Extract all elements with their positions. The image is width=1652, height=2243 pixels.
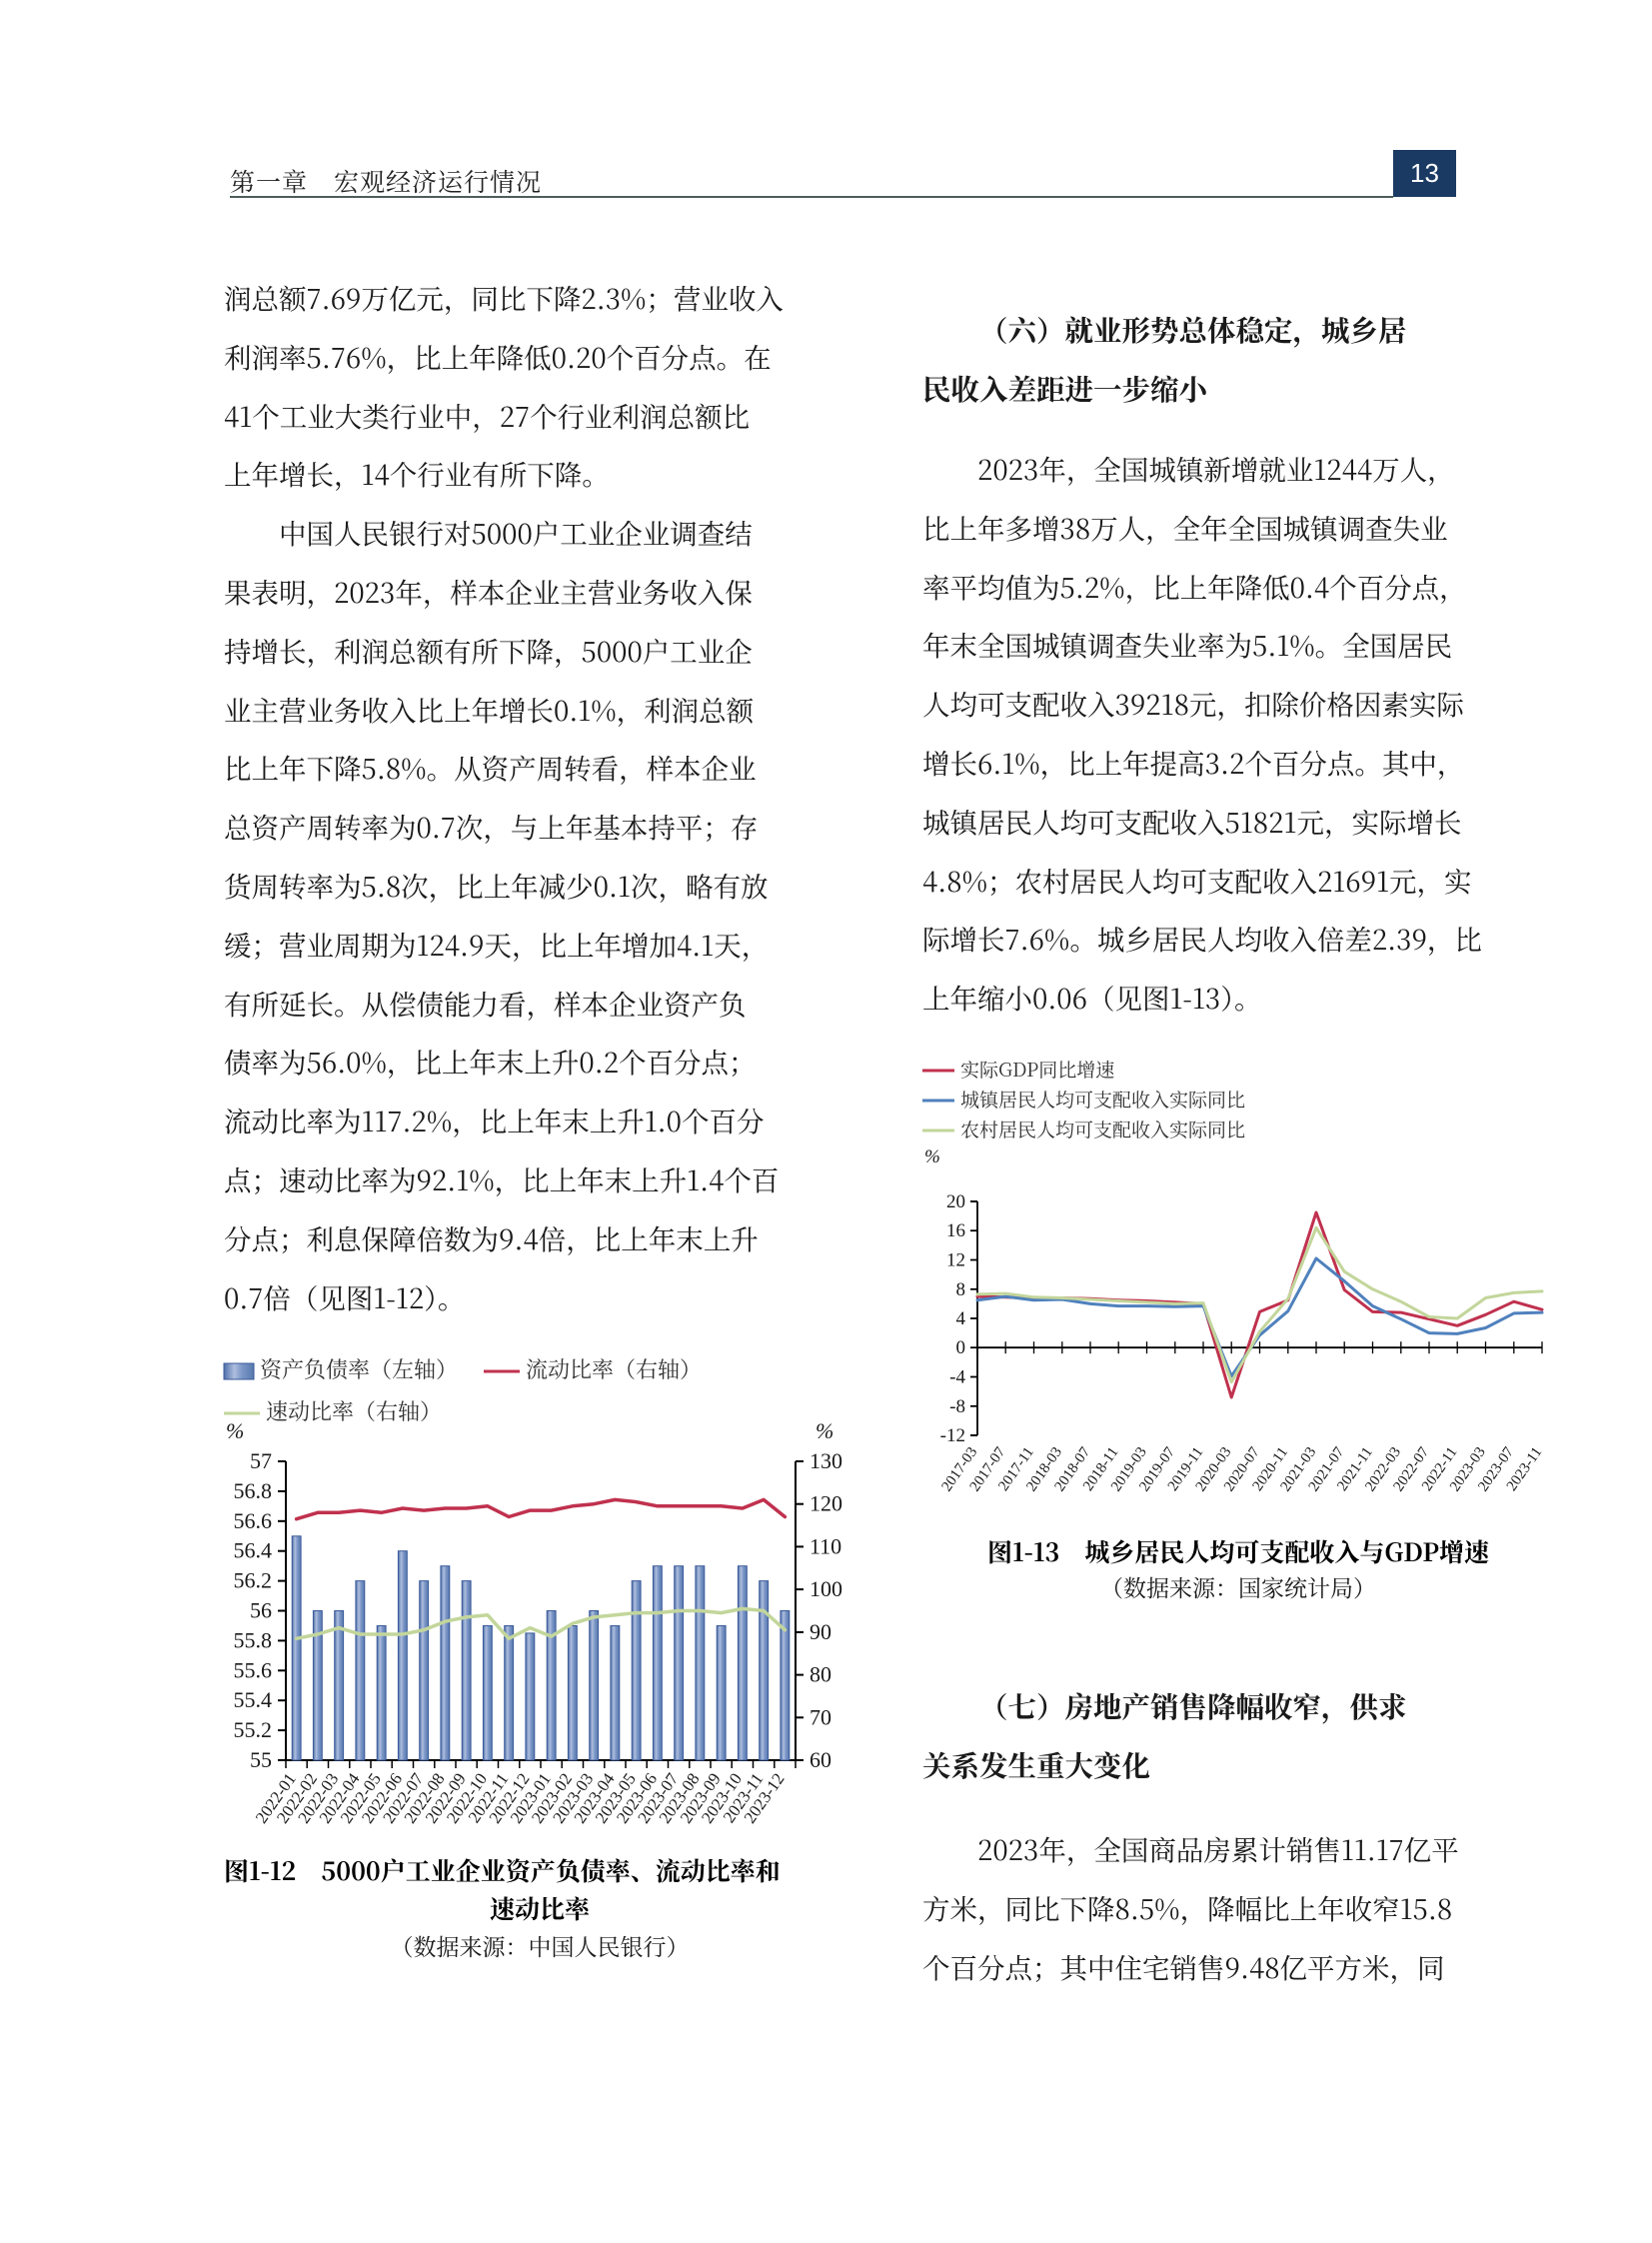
- svg-text:资产负债率（左轴）: 资产负债率（左轴）: [260, 1353, 458, 1384]
- svg-text:57: 57: [250, 1448, 272, 1473]
- svg-text:实际GDP同比增速: 实际GDP同比增速: [960, 1056, 1114, 1083]
- svg-text:-12: -12: [940, 1425, 965, 1446]
- svg-text:56: 56: [250, 1598, 272, 1623]
- svg-text:速动比率（右轴）: 速动比率（右轴）: [266, 1395, 442, 1426]
- svg-text:110: 110: [810, 1533, 841, 1558]
- svg-text:%: %: [816, 1418, 833, 1443]
- svg-text:80: 80: [810, 1662, 831, 1687]
- svg-text:130: 130: [810, 1448, 842, 1473]
- svg-text:流动比率（右轴）: 流动比率（右轴）: [526, 1353, 702, 1384]
- svg-text:农村居民人均可支配收入实际同比: 农村居民人均可支配收入实际同比: [960, 1116, 1245, 1142]
- svg-text:16: 16: [946, 1220, 965, 1241]
- svg-text:55.2: 55.2: [234, 1717, 273, 1742]
- svg-text:4: 4: [956, 1308, 966, 1329]
- svg-text:55.8: 55.8: [234, 1627, 273, 1652]
- svg-text:20: 20: [946, 1191, 965, 1212]
- svg-text:-4: -4: [949, 1367, 965, 1388]
- svg-text:120: 120: [810, 1491, 842, 1516]
- svg-text:70: 70: [810, 1704, 831, 1729]
- svg-text:%: %: [226, 1418, 244, 1443]
- svg-text:%: %: [924, 1146, 940, 1167]
- svg-text:56.8: 56.8: [234, 1478, 273, 1503]
- svg-text:90: 90: [810, 1619, 831, 1644]
- svg-text:55.6: 55.6: [234, 1657, 273, 1682]
- svg-text:56.2: 56.2: [234, 1568, 273, 1593]
- svg-text:56.6: 56.6: [234, 1508, 273, 1533]
- svg-text:60: 60: [810, 1747, 831, 1772]
- svg-text:100: 100: [810, 1576, 842, 1601]
- svg-text:0: 0: [956, 1337, 966, 1358]
- svg-text:56.4: 56.4: [234, 1538, 273, 1563]
- svg-text:城镇居民人均可支配收入实际同比: 城镇居民人均可支配收入实际同比: [960, 1086, 1245, 1113]
- svg-text:55.4: 55.4: [234, 1687, 273, 1712]
- svg-text:-8: -8: [949, 1396, 965, 1417]
- svg-text:55: 55: [250, 1747, 272, 1772]
- svg-text:8: 8: [956, 1279, 966, 1300]
- svg-text:12: 12: [946, 1250, 965, 1271]
